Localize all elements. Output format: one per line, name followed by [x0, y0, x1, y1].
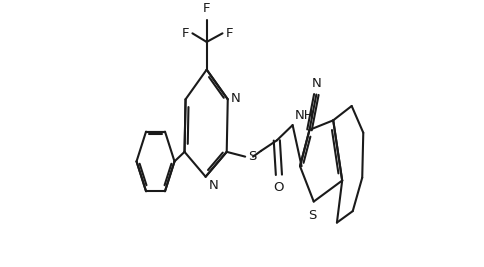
- Text: F: F: [203, 2, 211, 15]
- Text: S: S: [248, 150, 256, 163]
- Text: F: F: [226, 27, 233, 40]
- Text: F: F: [182, 27, 189, 40]
- Text: O: O: [273, 181, 284, 194]
- Text: S: S: [308, 209, 317, 222]
- Text: NH: NH: [295, 109, 314, 122]
- Text: N: N: [312, 77, 322, 90]
- Text: N: N: [231, 92, 241, 104]
- Text: N: N: [209, 179, 218, 192]
